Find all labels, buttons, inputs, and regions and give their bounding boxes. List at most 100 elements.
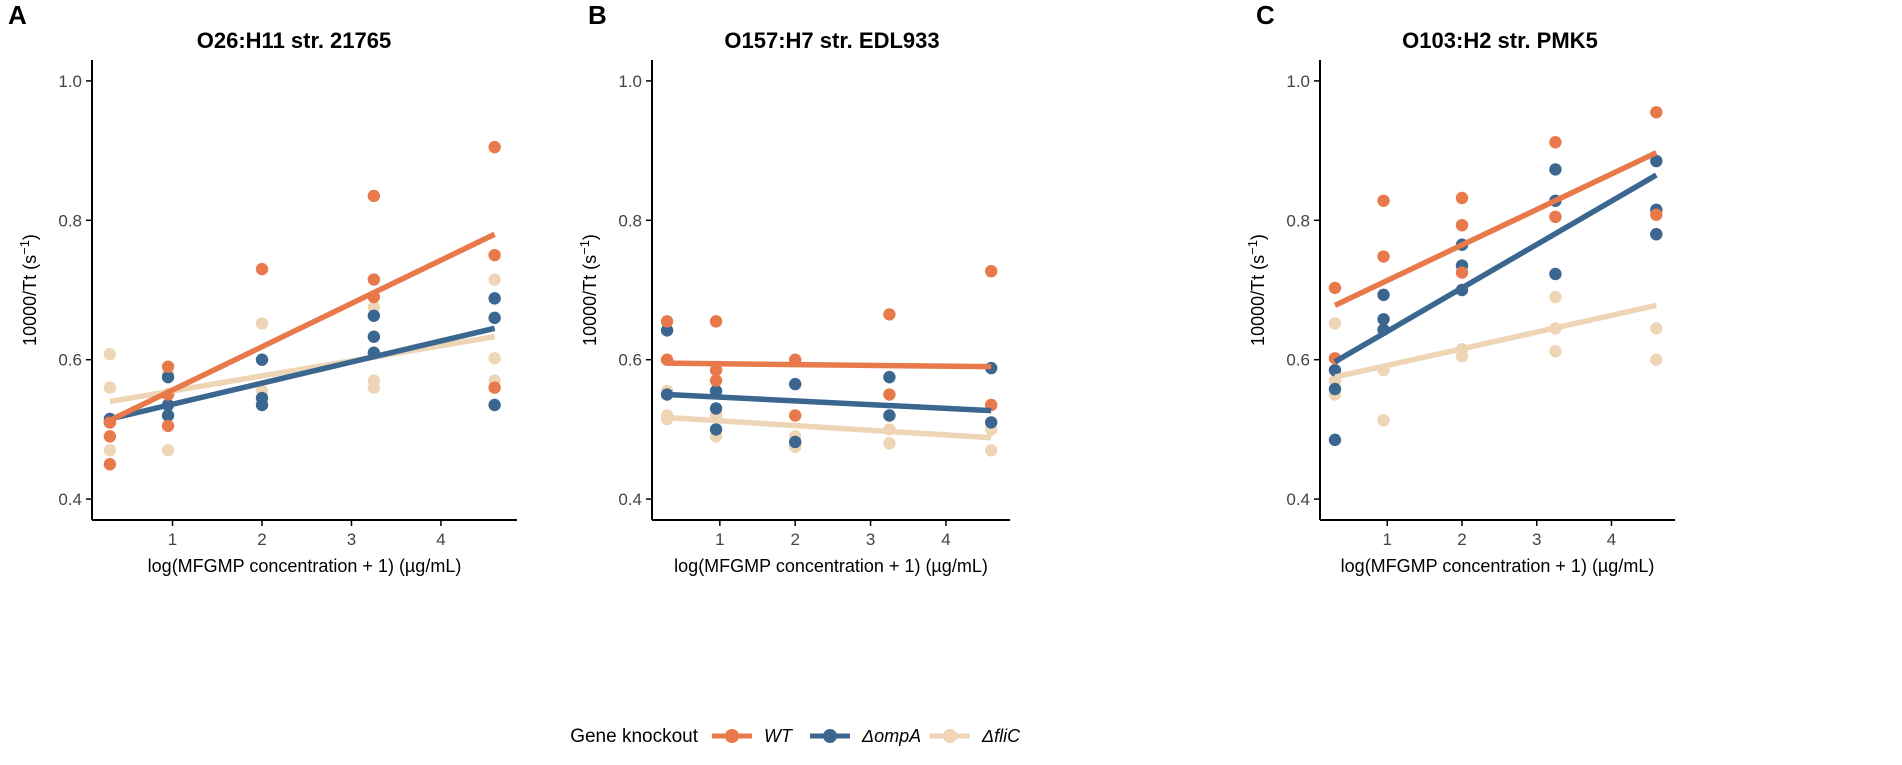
legend-label-flic: ΔfliC: [981, 726, 1021, 746]
point-flic: [103, 347, 117, 361]
point-ompa: [709, 423, 723, 436]
point-ompa: [1328, 363, 1342, 377]
y-tick-label: 0.6: [618, 351, 642, 370]
panel-letter-a: A: [8, 0, 27, 30]
x-axis-label: log(MFGMP concentration + 1) (µg/mL): [1341, 556, 1655, 576]
point-wt: [1377, 194, 1390, 207]
panel-b: B O157:H7 str. EDL933 0.4 0.6 0.8 1.0 1 2 3 4 log…: [577, 0, 1010, 576]
x-tick-label: 3: [347, 530, 356, 549]
point-wt: [883, 388, 896, 401]
point-flic: [255, 317, 269, 330]
x-tick-label: 4: [941, 530, 950, 549]
panel-a: A O26:H11 str. 21765 0.4 0.6 0.8 1.0 1 2 3 4 log(…: [8, 0, 517, 576]
point-flic: [1650, 322, 1663, 335]
point-wt: [255, 262, 269, 276]
legend: Gene knockout WT ΔompA ΔfliC: [570, 726, 1021, 747]
panel-title: O157:H7 str. EDL933: [724, 28, 939, 53]
point-wt: [984, 264, 998, 278]
panel-letter-c: C: [1256, 0, 1275, 30]
point-ompa: [367, 330, 381, 343]
fit-line-flic: [666, 414, 992, 441]
point-wt: [103, 458, 117, 471]
y-tick-label: 0.6: [1286, 351, 1310, 370]
point-ompa: [488, 398, 501, 412]
point-wt: [161, 360, 175, 373]
panel-title: O26:H11 str. 21765: [197, 28, 391, 53]
point-flic: [161, 444, 175, 457]
legend-label-wt: WT: [764, 726, 794, 746]
panel-letter-b: B: [588, 0, 607, 30]
point-ompa: [789, 377, 802, 391]
y-axis-label-exponent: −1: [1245, 240, 1260, 255]
point-ompa: [1328, 382, 1342, 396]
point-ompa: [1549, 267, 1562, 281]
point-ompa: [660, 388, 674, 401]
point-wt: [488, 381, 501, 394]
point-flic: [1549, 345, 1562, 358]
y-tick-label: 0.4: [1286, 490, 1310, 509]
legend-title: Gene knockout: [570, 726, 699, 747]
y-tick-label: 0.8: [1286, 211, 1310, 230]
point-wt: [1455, 266, 1469, 279]
x-axis-label: log(MFGMP concentration + 1) (µg/mL): [674, 556, 988, 576]
point-wt: [709, 363, 723, 377]
fit-line-flic: [1334, 302, 1657, 380]
y-axis-label: 10000/Tt (s−1): [17, 234, 40, 346]
x-tick-label: 4: [1607, 530, 1616, 549]
point-ompa: [161, 409, 175, 422]
point-wt: [709, 374, 723, 387]
x-tick-label: 1: [168, 530, 177, 549]
y-tick-label: 1.0: [1286, 72, 1310, 91]
point-wt: [488, 140, 501, 154]
point-flic: [984, 444, 998, 457]
point-ompa: [1377, 313, 1390, 326]
legend-swatch-point-wt: [725, 729, 739, 743]
x-tick-label: 1: [1383, 530, 1392, 549]
point-ompa: [789, 435, 802, 449]
fit-line-wt: [667, 360, 992, 370]
point-flic: [488, 273, 501, 286]
y-tick-label: 0.4: [58, 490, 82, 509]
x-tick-label: 2: [790, 530, 799, 549]
point-wt: [1455, 218, 1469, 232]
point-wt: [709, 315, 723, 328]
y-axis-label-exponent: −1: [577, 240, 592, 255]
point-ompa: [1377, 288, 1390, 302]
point-ompa: [1549, 163, 1562, 176]
point-flic: [103, 381, 117, 394]
x-tick-label: 2: [1457, 530, 1466, 549]
point-wt: [1650, 208, 1663, 221]
point-ompa: [883, 370, 896, 384]
legend-swatch-point-flic: [943, 729, 957, 743]
y-tick-label: 0.6: [58, 351, 82, 370]
point-ompa: [367, 309, 381, 322]
point-flic: [103, 444, 117, 457]
point-wt: [660, 315, 674, 328]
y-axis-label-close: ): [1248, 234, 1268, 240]
legend-label-ompa: ΔompA: [861, 726, 921, 746]
point-wt: [1377, 250, 1390, 263]
point-wt: [367, 189, 381, 203]
point-ompa: [1650, 228, 1663, 241]
y-axis-label-main: 10000/Tt (s: [1248, 255, 1268, 346]
point-ompa: [488, 311, 501, 325]
x-tick-label: 2: [257, 530, 266, 549]
point-wt: [1549, 136, 1562, 149]
fit-line-ompa: [109, 325, 496, 422]
legend-swatch-point-ompa: [823, 729, 837, 743]
point-flic: [1650, 353, 1663, 366]
point-flic: [883, 437, 896, 450]
point-flic: [1455, 350, 1469, 363]
point-flic: [1328, 317, 1342, 330]
x-tick-label: 3: [1532, 530, 1541, 549]
y-axis-label-close: ): [580, 234, 600, 240]
point-ompa: [1650, 154, 1663, 168]
point-wt: [883, 308, 896, 321]
panel-title: O103:H2 str. PMK5: [1402, 28, 1598, 53]
point-flic: [1549, 290, 1562, 304]
point-ompa: [161, 370, 175, 384]
point-ompa: [1328, 433, 1342, 447]
y-tick-label: 0.8: [58, 211, 82, 230]
point-flic: [488, 352, 501, 365]
